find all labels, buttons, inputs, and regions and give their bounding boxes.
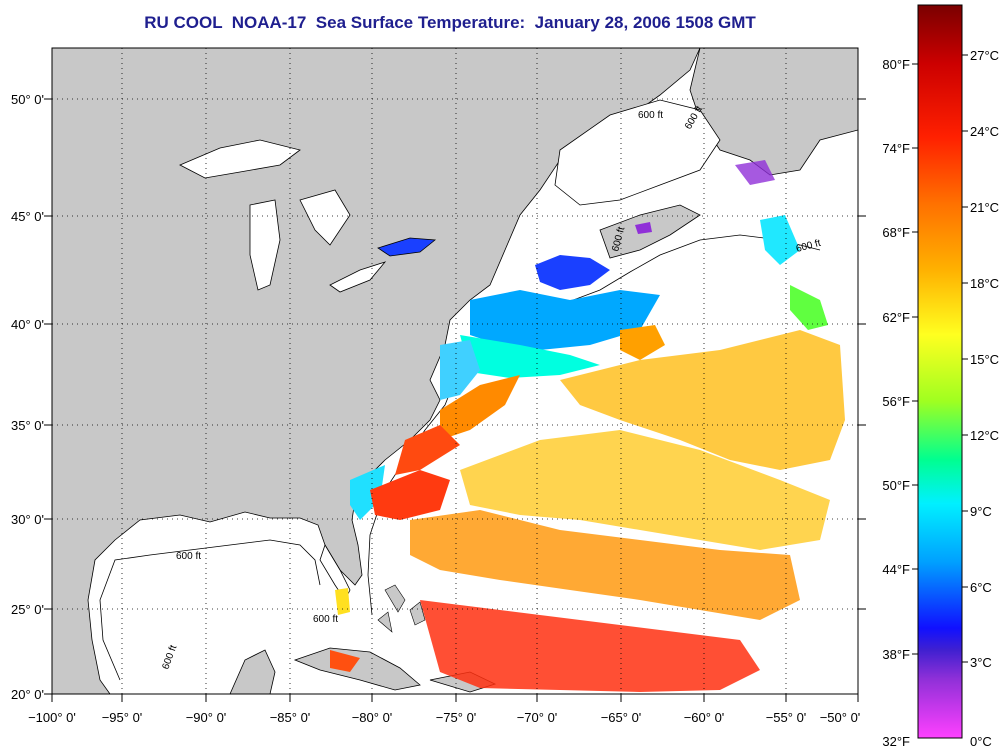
lon-label: −55° 0' xyxy=(766,710,807,725)
contour-label: 600 ft xyxy=(638,110,663,121)
lon-label: −100° 0' xyxy=(28,710,76,725)
map-title: RU COOL NOAA-17 Sea Surface Temperature:… xyxy=(144,13,756,32)
lon-label: −75° 0' xyxy=(436,710,477,725)
lon-label: −65° 0' xyxy=(601,710,642,725)
colorbar-f-label: 32°F xyxy=(882,734,910,749)
lake-michigan xyxy=(249,199,281,291)
colorbar-f-label: 50°F xyxy=(882,478,910,493)
lat-label: 45° 0' xyxy=(11,209,44,224)
colorbar-ticks xyxy=(912,54,968,663)
colorbar xyxy=(917,4,963,739)
contour-label: 600 ft xyxy=(176,551,201,562)
land-cuba xyxy=(293,647,421,691)
gulf-st-lawrence xyxy=(554,99,721,206)
colorbar-c-label: 18°C xyxy=(970,276,999,291)
contour-600ft-gulf xyxy=(99,539,321,681)
lon-label: −60° 0' xyxy=(684,710,725,725)
lake-erie xyxy=(329,261,387,293)
lat-label: 50° 0' xyxy=(11,92,44,107)
colorbar-f-label: 38°F xyxy=(882,647,910,662)
colorbar-c-label: 12°C xyxy=(970,428,999,443)
sst-data-layer xyxy=(330,160,845,692)
map-border xyxy=(51,47,859,695)
lake-superior xyxy=(179,139,301,179)
colorbar-c-label: 9°C xyxy=(970,504,992,519)
colorbar-f-label: 80°F xyxy=(882,57,910,72)
lon-label: −50° 0' xyxy=(820,710,861,725)
colorbar-c-label: 3°C xyxy=(970,655,992,670)
lon-label: −95° 0' xyxy=(102,710,143,725)
lon-label: −70° 0' xyxy=(517,710,558,725)
lake-huron xyxy=(299,189,351,246)
lake-ontario xyxy=(377,237,437,257)
colorbar-f-label: 68°F xyxy=(882,225,910,240)
lat-label: 30° 0' xyxy=(11,512,44,527)
colorbar-c-label: 27°C xyxy=(970,48,999,63)
land-yucatan xyxy=(229,649,276,694)
lat-label: 25° 0' xyxy=(11,602,44,617)
colorbar-f-label: 74°F xyxy=(882,141,910,156)
lon-label: −90° 0' xyxy=(186,710,227,725)
colorbar-f-label: 62°F xyxy=(882,310,910,325)
colorbar-f-label: 56°F xyxy=(882,394,910,409)
land-bahamas xyxy=(377,584,426,633)
colorbar-c-label: 15°C xyxy=(970,352,999,367)
axis-ticks xyxy=(44,98,866,702)
contour-label: 600 ft xyxy=(313,614,338,625)
lat-label: 20° 0' xyxy=(11,687,44,702)
colorbar-c-label: 0°C xyxy=(970,734,992,749)
colorbar-c-label: 21°C xyxy=(970,200,999,215)
lat-label: 40° 0' xyxy=(11,317,44,332)
colorbar-f-label: 44°F xyxy=(882,562,910,577)
colorbar-c-label: 6°C xyxy=(970,580,992,595)
lon-label: −80° 0' xyxy=(352,710,393,725)
lat-label: 35° 0' xyxy=(11,418,44,433)
lon-label: −85° 0' xyxy=(270,710,311,725)
colorbar-c-label: 24°C xyxy=(970,124,999,139)
